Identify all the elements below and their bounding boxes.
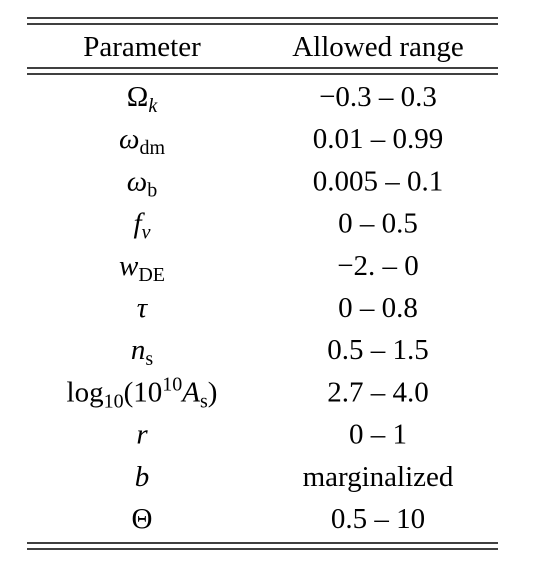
math-segment: b xyxy=(135,461,150,493)
math-segment: r xyxy=(136,419,148,451)
range-cell: 2.7 – 4.0 xyxy=(327,376,429,408)
math-segment: A xyxy=(180,376,200,408)
range-cell: 0.5 – 10 xyxy=(331,503,425,535)
math-segment: τ xyxy=(137,292,149,324)
parameter-cell: wDE xyxy=(119,250,165,286)
math-segment: dm xyxy=(139,137,165,159)
math-segment: log xyxy=(67,376,104,408)
math-segment: s xyxy=(145,348,153,370)
math-segment: n xyxy=(131,334,146,366)
header-cell: Allowed range xyxy=(292,31,464,63)
math-segment: ω xyxy=(127,165,147,197)
range-cell: 0 – 0.5 xyxy=(338,208,418,240)
math-segment: ω xyxy=(119,123,139,155)
parameter-cell: Ωk xyxy=(127,81,159,117)
math-segment: s xyxy=(200,390,208,412)
math-segment: ) xyxy=(208,376,218,408)
range-cell: 0 – 1 xyxy=(349,419,407,451)
header-cell: Parameter xyxy=(83,31,201,63)
range-cell: 0.5 – 1.5 xyxy=(327,334,429,366)
math-segment: Ω xyxy=(127,81,149,113)
math-segment: 10 xyxy=(162,373,182,395)
range-cell: marginalized xyxy=(303,461,454,493)
math-segment: w xyxy=(119,250,139,282)
parameter-cell: r xyxy=(136,419,148,451)
parameter-cell: ns xyxy=(131,334,154,370)
math-segment: 10 xyxy=(104,390,124,412)
math-segment: (10 xyxy=(124,376,163,408)
parameter-cell: b xyxy=(135,461,150,493)
range-cell: 0.005 – 0.1 xyxy=(313,165,444,197)
math-segment: DE xyxy=(138,264,165,286)
parameter-cell: Θ xyxy=(132,503,153,535)
range-cell: −2. – 0 xyxy=(337,250,419,282)
parameter-cell: log10(1010As) xyxy=(67,373,218,412)
math-segment: b xyxy=(147,179,157,201)
parameter-cell: fν xyxy=(134,208,151,244)
math-segment: ν xyxy=(142,222,151,244)
math-segment: k xyxy=(148,95,158,117)
parameter-cell: ωdm xyxy=(119,123,165,159)
math-segment: Θ xyxy=(132,503,153,535)
range-cell: 0.01 – 0.99 xyxy=(313,123,444,155)
parameter-cell: τ xyxy=(137,292,149,324)
parameter-cell: ωb xyxy=(127,165,157,201)
range-cell: 0 – 0.8 xyxy=(338,292,418,324)
range-cell: −0.3 – 0.3 xyxy=(319,81,437,113)
